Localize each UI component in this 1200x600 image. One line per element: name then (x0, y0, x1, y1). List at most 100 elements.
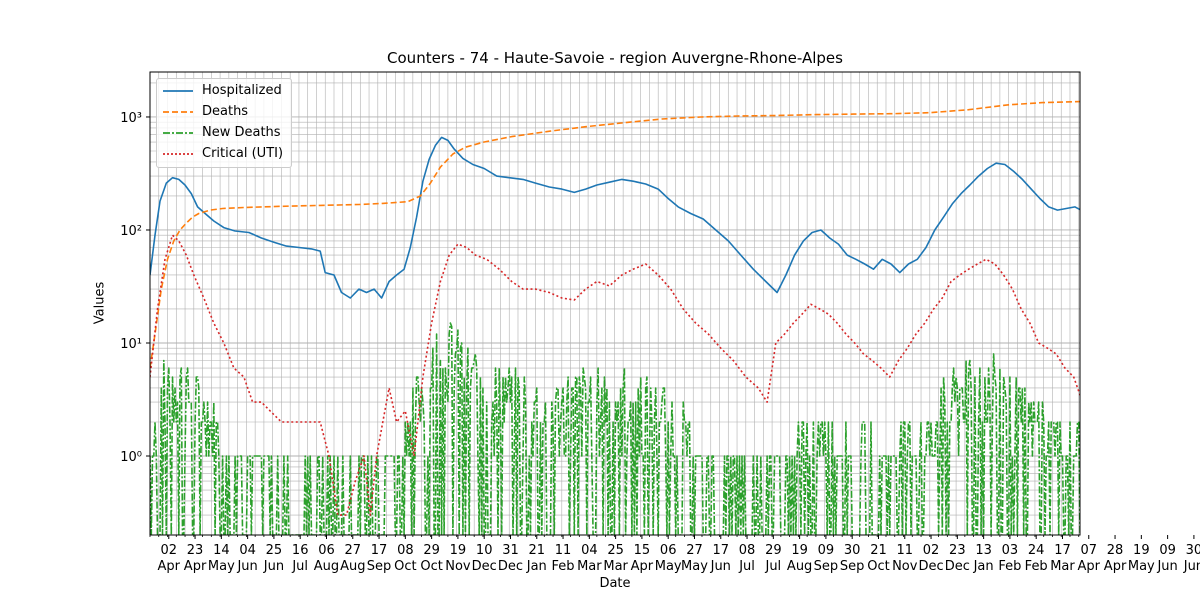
x-tick-day: 17 (712, 543, 729, 558)
x-tick-month: Apr (158, 559, 181, 574)
x-tick-month: Dec (472, 559, 497, 574)
x-tick-month: Sep (367, 559, 392, 574)
x-tick-month: Sep (840, 559, 865, 574)
x-tick-day: 03 (1002, 543, 1019, 558)
x-tick-month: Jul (291, 559, 308, 574)
x-tick-day: 17 (371, 543, 388, 558)
x-tick-day: 30 (844, 543, 861, 558)
legend-label-new-deaths: New Deaths (202, 125, 281, 140)
y-tick-label: 10² (120, 224, 142, 239)
x-tick-month: Nov (445, 559, 471, 574)
x-tick-day: 10 (476, 543, 493, 558)
x-tick-day: 06 (660, 543, 677, 558)
x-tick-day: 02 (923, 543, 940, 558)
x-tick-day: 24 (1028, 543, 1045, 558)
x-tick-month: Jun (1156, 559, 1177, 574)
x-tick-day: 04 (581, 543, 598, 558)
series-line-critical-uti (150, 234, 1080, 516)
x-tick-month: Jul (764, 559, 781, 574)
plot-area (150, 100, 1080, 535)
x-tick-month: Mar (577, 559, 602, 574)
x-tick-day: 13 (975, 543, 992, 558)
legend-label-deaths: Deaths (202, 104, 249, 119)
x-tick-day: 19 (1133, 543, 1150, 558)
x-tick-day: 31 (502, 543, 519, 558)
x-tick-day: 19 (450, 543, 467, 558)
x-tick-day: 09 (818, 543, 835, 558)
legend-item-hospitalized: Hospitalized (157, 81, 291, 101)
x-tick-day: 11 (896, 543, 913, 558)
x-tick-month: Nov (892, 559, 918, 574)
chart-title: Counters - 74 - Haute-Savoie - region Au… (387, 49, 843, 67)
chart-legend: Hospitalized Deaths New Deaths Critical … (156, 78, 292, 168)
x-tick-month: Jan (973, 559, 994, 574)
legend-label-hospitalized: Hospitalized (202, 83, 282, 98)
x-tick-month: May (208, 559, 235, 574)
x-tick-day: 09 (1159, 543, 1176, 558)
x-tick-month: Apr (631, 559, 654, 574)
x-tick-month: Jul (738, 559, 755, 574)
x-tick-day: 19 (791, 543, 808, 558)
x-tick-month: Dec (918, 559, 943, 574)
x-tick-day: 28 (1107, 543, 1124, 558)
x-tick-day: 07 (1080, 543, 1097, 558)
legend-swatch-critical (163, 153, 193, 155)
x-axis-label: Date (599, 576, 631, 591)
x-tick-day: 21 (870, 543, 887, 558)
x-tick-day: 08 (739, 543, 756, 558)
x-tick-month: Aug (340, 559, 365, 574)
y-tick-label: 10⁰ (120, 450, 142, 465)
x-tick-month: Apr (1104, 559, 1127, 574)
x-tick-month: Mar (1050, 559, 1075, 574)
x-tick-month: May (655, 559, 682, 574)
y-axis-label: Values (92, 281, 108, 325)
x-tick-day: 23 (949, 543, 966, 558)
legend-swatch-new-deaths (163, 132, 193, 134)
x-tick-month: Feb (998, 559, 1021, 574)
x-tick-day: 23 (187, 543, 204, 558)
x-tick-month: Jun (710, 559, 731, 574)
legend-swatch-hospitalized (163, 90, 193, 92)
x-tick-month: Mar (603, 559, 628, 574)
x-tick-month: Apr (1078, 559, 1101, 574)
x-tick-day: 25 (607, 543, 624, 558)
x-tick-day: 02 (161, 543, 178, 558)
x-tick-day: 14 (213, 543, 230, 558)
x-tick-month: Aug (787, 559, 812, 574)
x-tick-month: May (681, 559, 708, 574)
x-tick-day: 21 (528, 543, 545, 558)
x-tick-month: Oct (420, 559, 442, 574)
x-tick-day: 29 (423, 543, 440, 558)
x-tick-month: Jan (526, 559, 547, 574)
x-tick-month: Jun (236, 559, 257, 574)
x-tick-month: Feb (1025, 559, 1048, 574)
legend-item-new-deaths: New Deaths (157, 123, 291, 143)
x-tick-month: Apr (184, 559, 207, 574)
legend-item-critical: Critical (UTI) (157, 144, 291, 164)
x-tick-day: 08 (397, 543, 414, 558)
x-tick-day: 27 (686, 543, 703, 558)
x-tick-month: Sep (814, 559, 839, 574)
x-tick-day: 16 (292, 543, 309, 558)
x-tick-month: Feb (552, 559, 575, 574)
x-tick-month: Dec (498, 559, 523, 574)
x-tick-day: 06 (318, 543, 335, 558)
x-tick-month: Aug (314, 559, 339, 574)
x-tick-day: 04 (239, 543, 256, 558)
x-tick-month: May (1128, 559, 1155, 574)
legend-item-deaths: Deaths (157, 102, 291, 122)
x-tick-day: 25 (266, 543, 283, 558)
y-tick-label: 10¹ (120, 337, 142, 352)
x-tick-day: 27 (344, 543, 361, 558)
axes-frame (149, 71, 1081, 536)
x-tick-month: Jun (263, 559, 284, 574)
series-line-hospitalized (150, 136, 1080, 299)
x-tick-day: 15 (634, 543, 651, 558)
x-tick-month: Oct (394, 559, 416, 574)
x-tick-day: 30 (1186, 543, 1200, 558)
x-tick-day: 17 (1054, 543, 1071, 558)
series-line-new-deaths (150, 322, 1080, 535)
y-tick-label: 10³ (120, 111, 142, 126)
